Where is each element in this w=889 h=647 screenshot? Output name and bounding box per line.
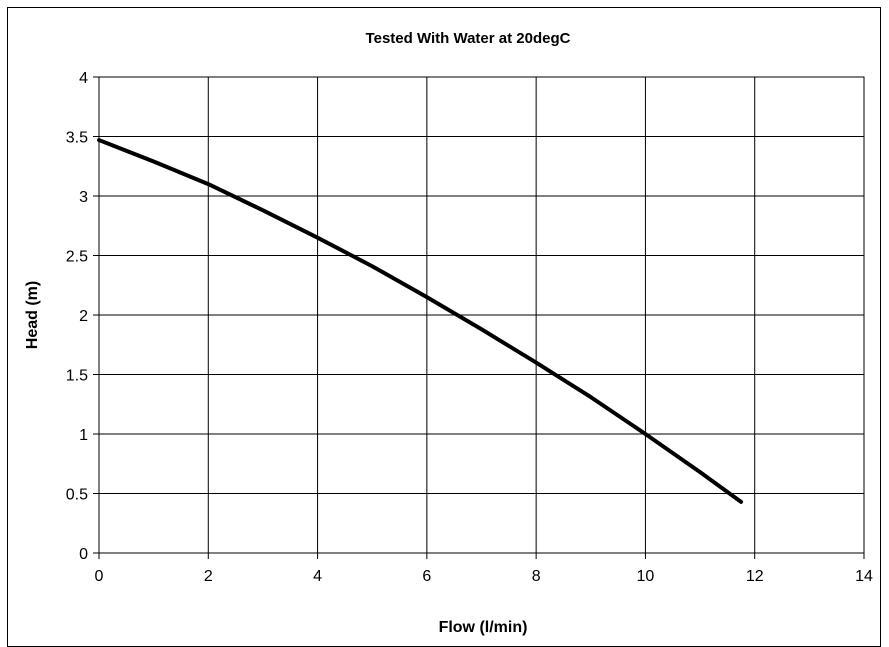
x-tick-label: 14	[855, 568, 873, 585]
tick-labels: 0 2 4 6 8 10 12 14 0 0.5 1 1.5 2 2.5 3 3.5 4	[66, 70, 873, 585]
x-tick-label: 2	[204, 568, 213, 585]
y-tick-label: 2	[79, 308, 88, 325]
chart-title: Tested With Water at 20degC	[366, 30, 571, 47]
x-tick-label: 0	[95, 568, 104, 585]
y-axis-label: Head (m)	[24, 281, 41, 349]
y-tick-label: 1.5	[66, 368, 88, 385]
series-line-1	[97, 138, 744, 504]
x-tick-label: 10	[637, 568, 655, 585]
grid-lines	[99, 77, 864, 553]
x-tick-label: 6	[422, 568, 431, 585]
x-tick-label: 8	[532, 568, 541, 585]
y-tick-label: 4	[79, 70, 88, 87]
x-axis-label: Flow (l/min)	[439, 619, 528, 636]
y-tick-label: 0.5	[66, 487, 88, 504]
y-tick-label: 0	[79, 546, 88, 563]
series-layer	[97, 138, 744, 504]
y-tick-label: 1	[79, 427, 88, 444]
y-tick-label: 3.5	[66, 130, 88, 147]
x-tick-label: 12	[746, 568, 764, 585]
y-tick-label: 2.5	[66, 249, 88, 266]
axis-ticks	[93, 76, 865, 559]
x-tick-label: 4	[313, 568, 322, 585]
y-tick-label: 3	[79, 189, 88, 206]
chart-frame	[7, 7, 881, 647]
